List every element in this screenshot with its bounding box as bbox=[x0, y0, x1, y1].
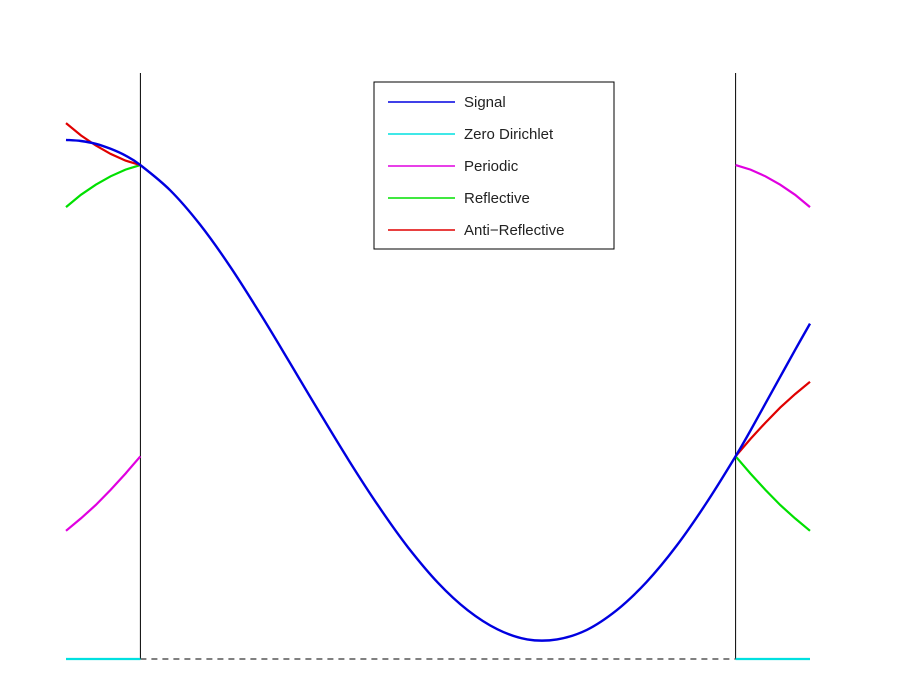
periodic-left-line bbox=[65, 455, 142, 532]
periodic-right-line bbox=[735, 164, 811, 208]
reflective-right-line bbox=[734, 455, 811, 532]
legend-label-anti-reflective: Anti−Reflective bbox=[464, 222, 564, 239]
legend: Signal Zero Dirichlet Periodic Reflectiv… bbox=[373, 81, 615, 250]
series-layer bbox=[65, 122, 812, 661]
legend-label-zero-dirichlet: Zero Dirichlet bbox=[464, 126, 554, 143]
signal-line bbox=[65, 138, 812, 642]
legend-label-signal: Signal bbox=[464, 94, 506, 111]
anti-reflective-right-line bbox=[734, 380, 811, 458]
reflective-left-line bbox=[65, 164, 141, 208]
legend-label-reflective: Reflective bbox=[464, 190, 530, 207]
anti-reflective-left-line bbox=[65, 122, 141, 167]
legend-label-periodic: Periodic bbox=[464, 158, 519, 175]
